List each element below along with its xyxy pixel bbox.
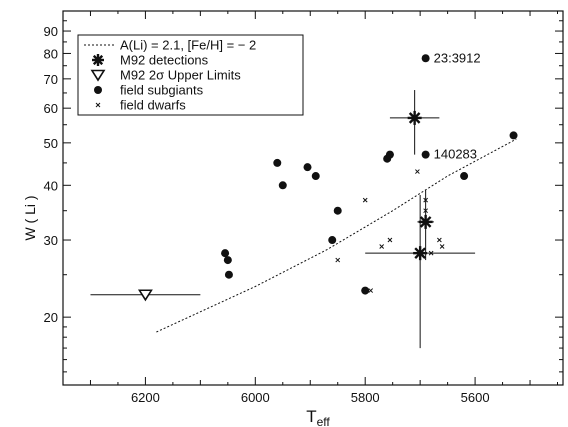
field-dwarf-point-b bbox=[379, 244, 385, 249]
x-tick-label: 6200 bbox=[131, 390, 160, 405]
legend-label: M92 detections bbox=[120, 53, 209, 68]
field-subgiant-point bbox=[421, 150, 430, 159]
field-dwarf-point bbox=[437, 237, 442, 243]
field-subgiant-point bbox=[385, 150, 394, 159]
field-dwarf-point bbox=[368, 288, 374, 293]
field-subgiant-point bbox=[278, 181, 287, 190]
field-dwarf-point-b bbox=[423, 208, 428, 214]
field-subgiant-point bbox=[223, 256, 232, 265]
field-subgiant-point bbox=[273, 158, 282, 167]
field-dwarf-point bbox=[428, 250, 434, 256]
x-axis-title: Teff bbox=[306, 407, 330, 427]
legend-label: A(Li) = 2.1, [Fe/H] = − 2 bbox=[120, 38, 256, 53]
field-subgiant-point bbox=[221, 249, 230, 258]
field-subgiant-point bbox=[333, 206, 342, 215]
legend-triangle-swatch bbox=[90, 69, 106, 82]
y-axis-title: W ( Li ) bbox=[22, 195, 38, 240]
legend-x-swatch bbox=[95, 102, 101, 108]
y-tick-label: 70 bbox=[44, 72, 58, 87]
field-dwarf-point bbox=[387, 237, 393, 243]
legend-label: field subgiants bbox=[120, 83, 204, 98]
field-dwarf-point-b bbox=[415, 169, 420, 174]
field-dwarf-point-b bbox=[335, 257, 341, 263]
field-subgiant-point bbox=[421, 54, 430, 63]
m92-detection-point bbox=[418, 214, 433, 229]
m92-upper-limit-point bbox=[137, 289, 153, 302]
field-subgiant-point bbox=[303, 163, 312, 172]
y-tick-label: 40 bbox=[44, 178, 58, 193]
field-dwarf-point-b bbox=[362, 197, 368, 203]
field-dwarf-point-b bbox=[368, 288, 374, 293]
field-dwarf-point-b bbox=[387, 237, 393, 243]
field-dwarf-point bbox=[415, 169, 420, 174]
legend-asterisk-swatch-stroke bbox=[92, 54, 104, 66]
legend-label: field dwarfs bbox=[120, 98, 186, 113]
plot-frame bbox=[62, 10, 564, 386]
y-tick-label: 80 bbox=[44, 46, 58, 61]
field-subgiant-point bbox=[328, 236, 337, 245]
field-subgiant-point bbox=[509, 131, 518, 140]
series-layer: 23:3912 140283 bbox=[90, 50, 518, 349]
m92-detection-point bbox=[407, 110, 422, 125]
y-tick-label: 90 bbox=[44, 24, 58, 39]
x-axis-title-main: T bbox=[306, 407, 316, 426]
point-annotation: 140283 bbox=[434, 147, 477, 162]
field-subgiant-point bbox=[361, 286, 370, 295]
model-line bbox=[156, 138, 517, 333]
plot-area: 6200 6000 5800 5600 20 30 40 50 60 70 80 90 bbox=[44, 10, 564, 405]
legend-box bbox=[77, 34, 304, 116]
field-dwarf-point bbox=[423, 197, 428, 203]
m92-detection-point-stroke bbox=[408, 112, 421, 124]
legend-label: M92 2σ Upper Limits bbox=[120, 68, 241, 83]
field-dwarf-point-b bbox=[423, 197, 428, 203]
field-dwarf-point-b bbox=[428, 250, 434, 256]
m92-detection-point bbox=[413, 246, 428, 261]
legend-x-swatch-b bbox=[95, 102, 101, 108]
field-dwarf-point bbox=[379, 244, 385, 249]
x-tick-label: 6000 bbox=[241, 390, 270, 405]
point-annotation: 23:3912 bbox=[434, 50, 481, 65]
field-subgiant-point bbox=[224, 270, 233, 279]
field-dwarf-point bbox=[335, 257, 341, 263]
y-tick-label: 30 bbox=[44, 233, 58, 248]
field-subgiant-point bbox=[460, 172, 469, 181]
m92-detection-point-stroke bbox=[414, 247, 426, 259]
field-dwarf-point bbox=[439, 244, 445, 249]
y-tick-label: 50 bbox=[44, 136, 58, 151]
legend-asterisk-swatch bbox=[92, 54, 104, 66]
y-tick-label: 20 bbox=[44, 310, 58, 325]
x-tick-label: 5600 bbox=[461, 390, 490, 405]
x-tick-label: 5800 bbox=[351, 390, 380, 405]
y-tick-label: 60 bbox=[44, 101, 58, 116]
field-subgiant-point bbox=[311, 172, 320, 181]
field-dwarf-point bbox=[423, 208, 428, 214]
field-dwarf-point-b bbox=[439, 244, 445, 249]
field-dwarf-point-b bbox=[437, 237, 442, 243]
legend-circle-swatch bbox=[94, 86, 102, 94]
x-axis-title-subscript: eff bbox=[317, 415, 331, 427]
field-dwarf-point bbox=[362, 197, 368, 203]
m92-detection-point-stroke bbox=[419, 216, 432, 228]
